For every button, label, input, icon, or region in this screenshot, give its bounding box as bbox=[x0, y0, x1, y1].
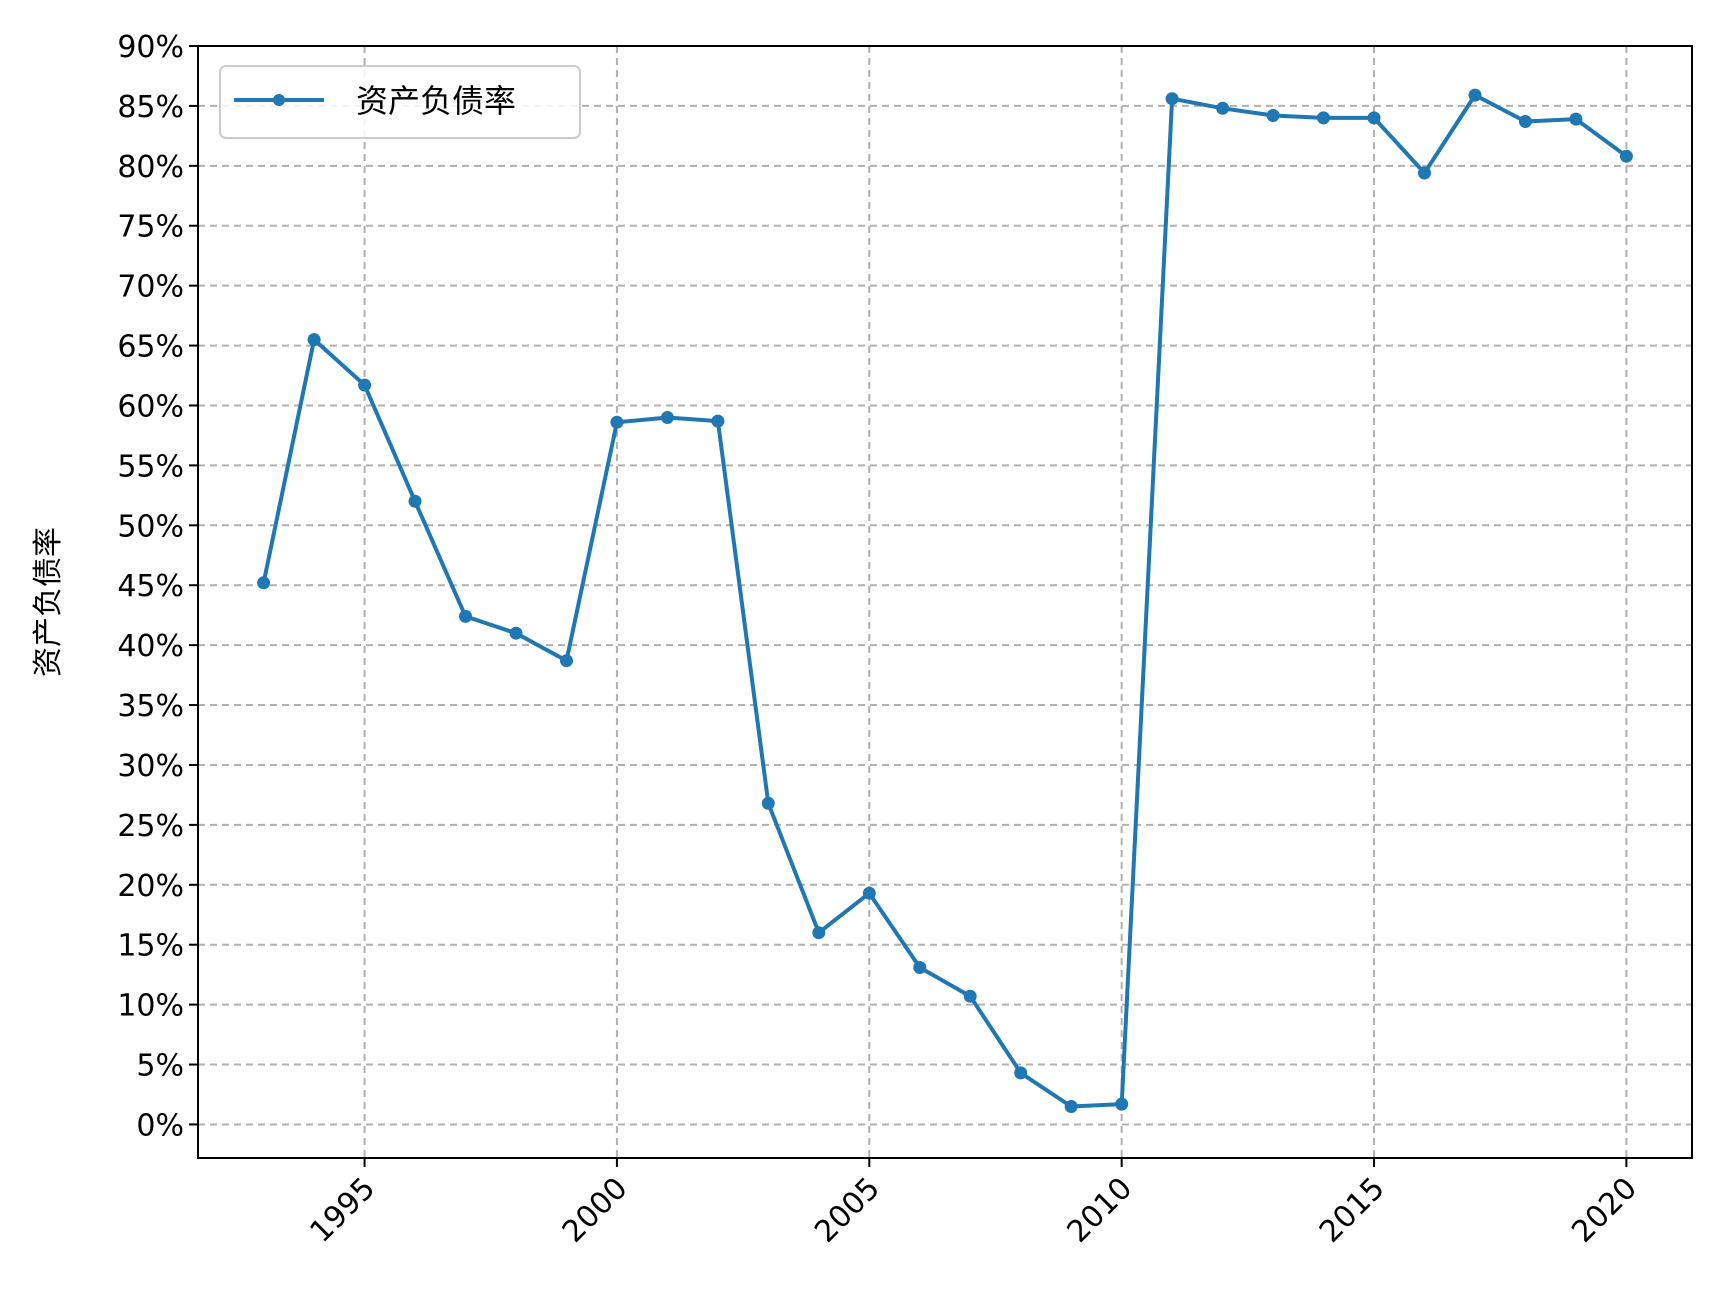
legend-entry-label: 资产负债率 bbox=[356, 82, 516, 120]
data-point bbox=[1266, 109, 1280, 122]
y-tick-label: 35% bbox=[117, 689, 184, 724]
series-line bbox=[261, 93, 1629, 1109]
y-tick-label: 85% bbox=[117, 90, 184, 125]
legend-marker-swatch bbox=[273, 94, 285, 106]
y-axis: 0% 5% 10% 15% 20% 25% 30% 35% 40% 45% 50% 55% 60% 65%… bbox=[117, 30, 198, 1143]
data-point bbox=[913, 961, 927, 974]
data-point bbox=[1064, 1100, 1078, 1113]
y-axis-label: 资产负债率 bbox=[31, 527, 66, 677]
data-point bbox=[1115, 1097, 1129, 1111]
y-tick-label: 20% bbox=[117, 869, 184, 904]
y-tick-label: 55% bbox=[117, 449, 184, 484]
data-point bbox=[560, 654, 573, 668]
y-tick-label: 70% bbox=[117, 270, 184, 305]
grid-lines bbox=[198, 45, 1692, 1158]
data-point bbox=[862, 886, 876, 900]
y-tick-label: 60% bbox=[117, 389, 184, 424]
y-tick-label: 90% bbox=[117, 30, 184, 65]
data-point bbox=[1468, 88, 1482, 102]
y-tick-label: 5% bbox=[136, 1049, 184, 1084]
data-point bbox=[1317, 111, 1330, 125]
data-point bbox=[307, 333, 321, 347]
data-point bbox=[408, 494, 422, 508]
plot-area bbox=[257, 88, 1633, 1113]
data-point bbox=[1165, 92, 1179, 106]
data-point bbox=[459, 609, 472, 623]
data-point bbox=[1216, 101, 1230, 115]
y-tick-label: 40% bbox=[117, 629, 184, 664]
data-point bbox=[660, 411, 674, 424]
data-point bbox=[1418, 166, 1431, 180]
data-point bbox=[509, 626, 523, 640]
legend: 资产负债率 bbox=[219, 65, 581, 139]
y-tick-label: 45% bbox=[117, 569, 184, 604]
y-tick-label: 65% bbox=[117, 330, 184, 365]
data-point bbox=[1518, 115, 1532, 128]
data-point bbox=[963, 989, 977, 1003]
data-point bbox=[610, 415, 624, 429]
data-point bbox=[812, 926, 826, 940]
data-point bbox=[358, 378, 372, 392]
data-point bbox=[1367, 111, 1381, 125]
y-tick-label: 30% bbox=[117, 749, 184, 784]
y-tick-label: 50% bbox=[117, 509, 184, 544]
axes-frame bbox=[197, 45, 1693, 1159]
data-point bbox=[711, 414, 725, 428]
y-tick-label: 10% bbox=[117, 989, 184, 1024]
data-point bbox=[1619, 149, 1633, 163]
data-point bbox=[1569, 112, 1583, 126]
legend-box bbox=[219, 65, 581, 139]
y-tick-label: 0% bbox=[136, 1108, 184, 1143]
data-point bbox=[761, 796, 775, 810]
y-tick-label: 25% bbox=[117, 809, 184, 844]
data-point bbox=[257, 576, 271, 590]
data-point bbox=[1014, 1066, 1028, 1080]
y-tick-label: 80% bbox=[117, 150, 184, 185]
y-tick-label: 75% bbox=[117, 210, 184, 245]
y-tick-label: 15% bbox=[117, 929, 184, 964]
